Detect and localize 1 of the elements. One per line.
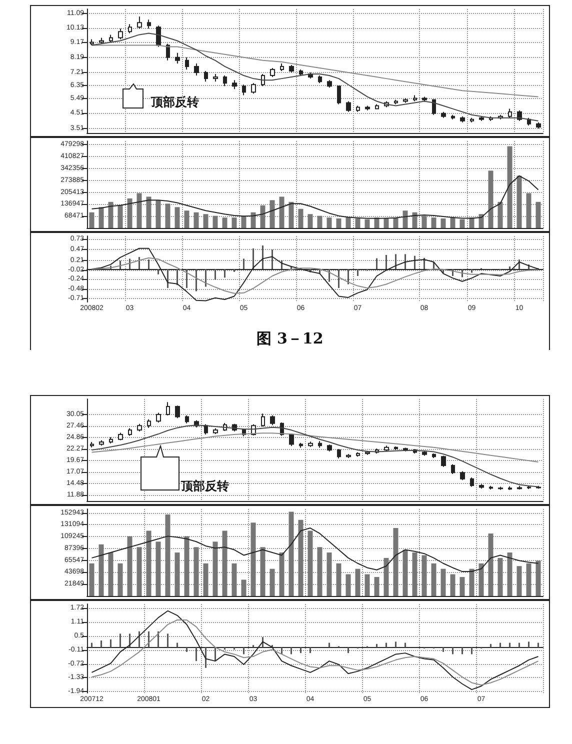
caption: 图 3－12 (256, 330, 324, 348)
